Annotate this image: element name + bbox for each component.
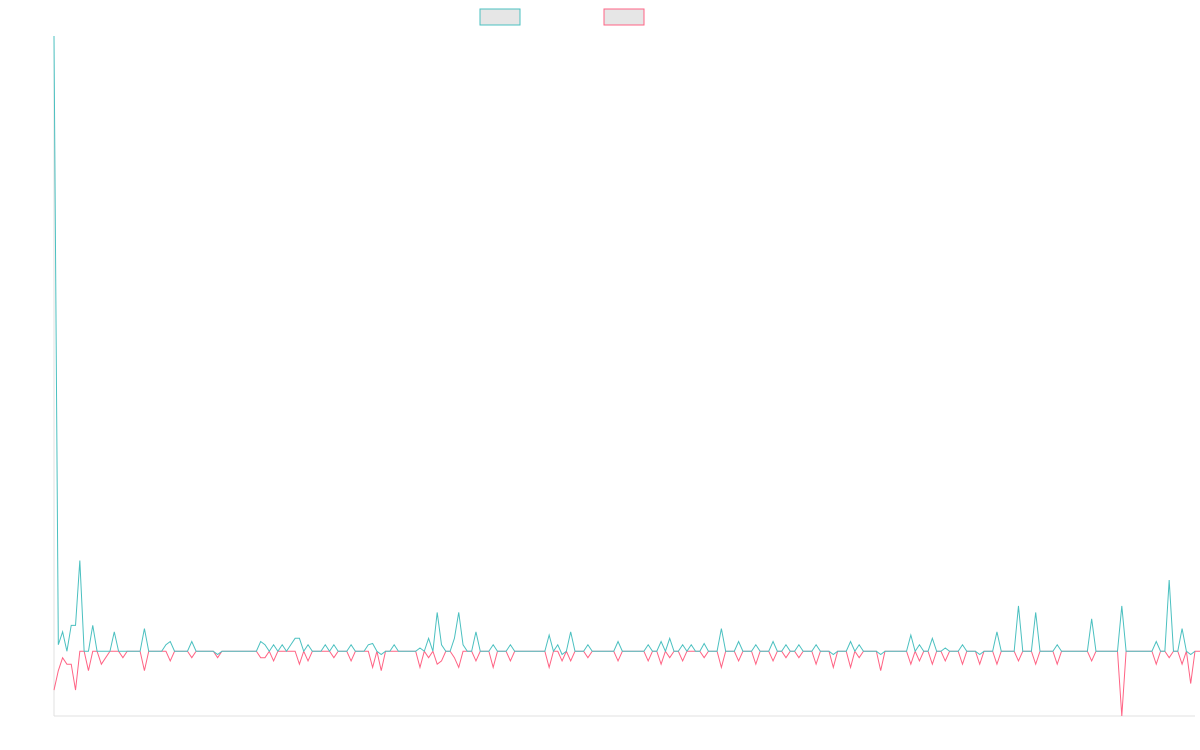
legend-swatch-series-1[interactable] [603, 8, 645, 26]
series-line-0 [53, 35, 1196, 656]
legend[interactable] [479, 8, 645, 26]
legend-swatch-series-0[interactable] [479, 8, 521, 26]
series-line-1 [53, 649, 1200, 717]
series-layer [53, 35, 1200, 717]
axes [53, 36, 1195, 717]
